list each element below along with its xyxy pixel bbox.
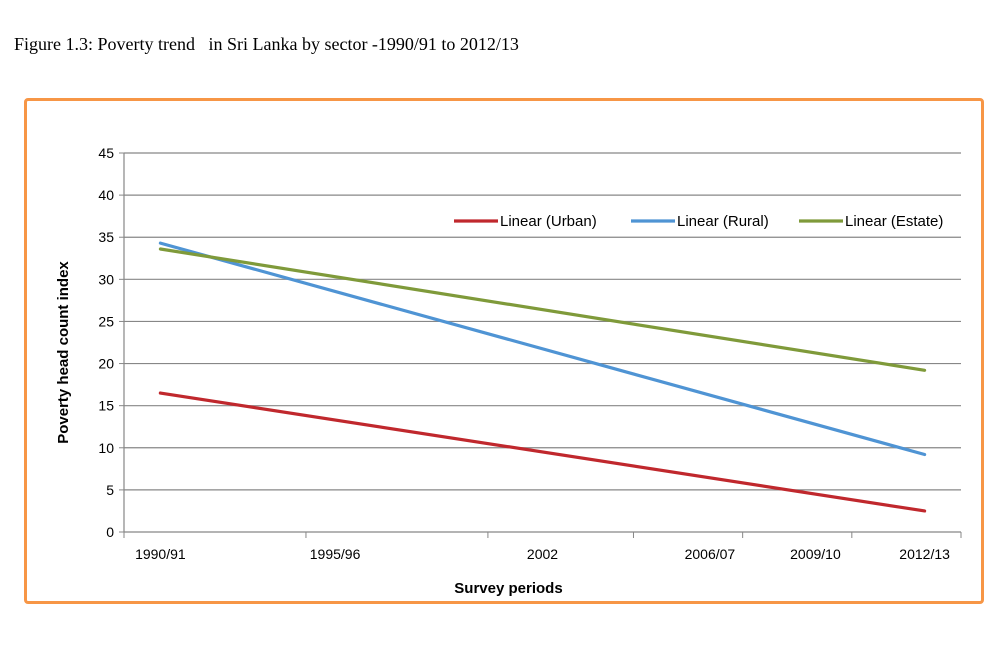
y-tick-label: 40: [98, 187, 114, 203]
legend-label-1: Linear (Rural): [677, 213, 769, 230]
x-tick-label: 2012/13: [899, 546, 950, 562]
y-axis-title: Poverty head count index: [55, 261, 72, 444]
gridlines: [124, 152, 961, 491]
y-tick-label: 0: [106, 524, 114, 540]
y-tick-label: 45: [98, 145, 114, 161]
x-tick-label: 2006/07: [685, 546, 736, 562]
x-tick-label: 1995/96: [310, 546, 361, 562]
series-line-linear-rural: [158, 241, 927, 457]
x-axis-title: Survey periods: [454, 580, 562, 597]
poverty-trend-chart: 0 5 10 15 20 25 30 35 40 45 1990/91 1995/96 2002 2006…: [55, 145, 962, 597]
axes: 0 5 10 15 20 25 30 35 40 45 1990/91 1995/96 2002 2006…: [98, 145, 962, 562]
y-tick-label: 20: [98, 356, 114, 372]
y-tick-label: 15: [98, 398, 114, 414]
x-tick-label: 1990/91: [135, 546, 186, 562]
y-tick-label: 25: [98, 313, 114, 329]
x-tick-label: 2002: [527, 546, 558, 562]
legend-label-2: Linear (Estate): [845, 213, 943, 230]
figure-caption: Figure 1.3: Poverty trend in Sri Lanka b…: [14, 34, 519, 54]
legend: Linear (Urban) Linear (Rural) Linear (Esta…: [454, 213, 943, 230]
y-tick-label: 10: [98, 440, 114, 456]
series-line-linear-urban: [158, 391, 927, 513]
series-line-linear-estate: [158, 247, 927, 372]
series-lines: [158, 241, 927, 513]
chart-frame: 0 5 10 15 20 25 30 35 40 45 1990/91 1995/96 2002 2006…: [24, 98, 984, 604]
y-tick-label: 5: [106, 482, 114, 498]
x-tick-label: 2009/10: [790, 546, 841, 562]
y-tick-label: 30: [98, 271, 114, 287]
legend-label-0: Linear (Urban): [500, 213, 597, 230]
y-tick-label: 35: [98, 229, 114, 245]
